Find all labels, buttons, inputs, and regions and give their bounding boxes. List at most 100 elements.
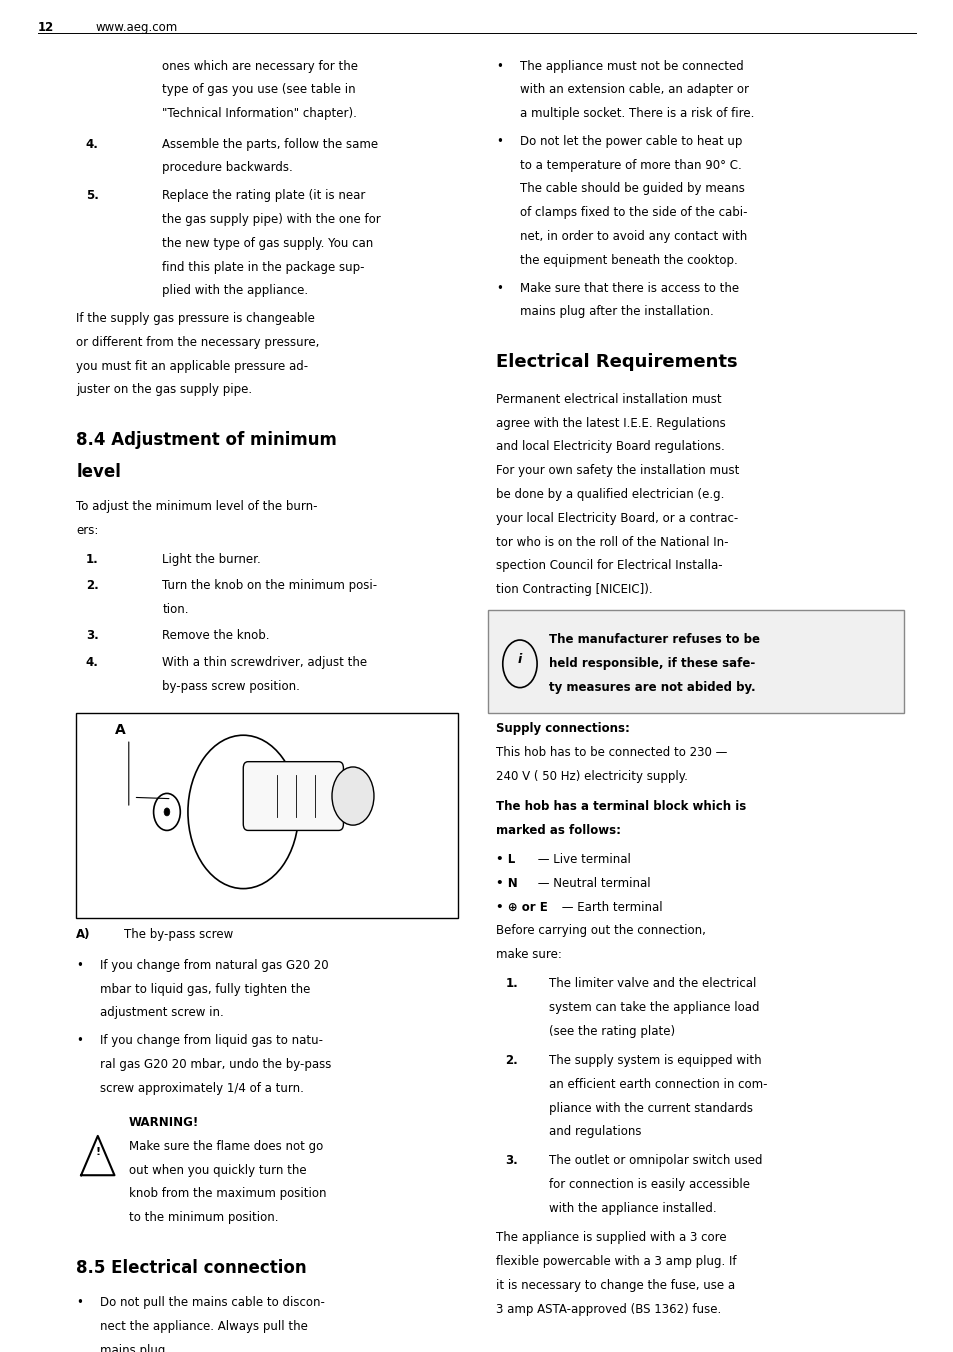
Text: •: • <box>496 281 502 295</box>
Text: or different from the necessary pressure,: or different from the necessary pressure… <box>76 335 319 349</box>
Text: 2.: 2. <box>505 1055 517 1067</box>
Text: the new type of gas supply. You can: the new type of gas supply. You can <box>162 237 373 250</box>
Text: •: • <box>76 959 83 972</box>
Text: be done by a qualified electrician (e.g.: be done by a qualified electrician (e.g. <box>496 488 723 502</box>
Text: Supply connections:: Supply connections: <box>496 722 629 735</box>
Text: you must fit an applicable pressure ad-: you must fit an applicable pressure ad- <box>76 360 308 373</box>
Text: •: • <box>76 1034 83 1046</box>
Text: to a temperature of more than 90° C.: to a temperature of more than 90° C. <box>519 158 740 172</box>
Text: 8.4 Adjustment of minimum: 8.4 Adjustment of minimum <box>76 431 336 449</box>
Text: Make sure that there is access to the: Make sure that there is access to the <box>519 281 739 295</box>
Text: level: level <box>76 462 121 481</box>
Text: out when you quickly turn the: out when you quickly turn the <box>129 1164 306 1176</box>
FancyBboxPatch shape <box>488 610 903 713</box>
Text: For your own safety the installation must: For your own safety the installation mus… <box>496 464 739 477</box>
Text: flexible powercable with a 3 amp plug. If: flexible powercable with a 3 amp plug. I… <box>496 1255 736 1268</box>
FancyBboxPatch shape <box>243 761 343 830</box>
Text: 240 V ( 50 Hz) electricity supply.: 240 V ( 50 Hz) electricity supply. <box>496 769 687 783</box>
Text: 3.: 3. <box>86 630 98 642</box>
Text: www.aeg.com: www.aeg.com <box>95 22 177 34</box>
Text: • ⊕ or E: • ⊕ or E <box>496 900 547 914</box>
Text: 2.: 2. <box>86 579 98 592</box>
Text: Do not pull the mains cable to discon-: Do not pull the mains cable to discon- <box>100 1297 325 1309</box>
Text: If you change from natural gas G20 20: If you change from natural gas G20 20 <box>100 959 329 972</box>
Text: an efficient earth connection in com-: an efficient earth connection in com- <box>548 1078 766 1091</box>
Text: Do not let the power cable to heat up: Do not let the power cable to heat up <box>519 135 741 147</box>
Text: This hob has to be connected to 230 —: This hob has to be connected to 230 — <box>496 746 727 758</box>
Text: "Technical Information" chapter).: "Technical Information" chapter). <box>162 107 356 120</box>
Text: To adjust the minimum level of the burn-: To adjust the minimum level of the burn- <box>76 500 317 512</box>
Text: ral gas G20 20 mbar, undo the by-pass: ral gas G20 20 mbar, undo the by-pass <box>100 1057 332 1071</box>
Text: i: i <box>517 653 521 667</box>
Text: •: • <box>496 135 502 147</box>
Text: agree with the latest I.E.E. Regulations: agree with the latest I.E.E. Regulations <box>496 416 725 430</box>
Text: mains plug after the installation.: mains plug after the installation. <box>519 306 713 319</box>
Text: net, in order to avoid any contact with: net, in order to avoid any contact with <box>519 230 746 243</box>
Text: The appliance is supplied with a 3 core: The appliance is supplied with a 3 core <box>496 1232 726 1244</box>
Circle shape <box>164 808 170 815</box>
Text: •: • <box>76 1297 83 1309</box>
Text: 3 amp ASTA-approved (BS 1362) fuse.: 3 amp ASTA-approved (BS 1362) fuse. <box>496 1302 720 1315</box>
Text: Make sure the flame does not go: Make sure the flame does not go <box>129 1140 323 1153</box>
Text: for connection is easily accessible: for connection is easily accessible <box>548 1178 749 1191</box>
Text: — Earth terminal: — Earth terminal <box>558 900 662 914</box>
Text: ers:: ers: <box>76 523 98 537</box>
Text: Light the burner.: Light the burner. <box>162 553 261 565</box>
Text: of clamps fixed to the side of the cabi-: of clamps fixed to the side of the cabi- <box>519 207 746 219</box>
Text: 1.: 1. <box>505 977 517 990</box>
FancyBboxPatch shape <box>76 713 457 918</box>
Text: The manufacturer refuses to be: The manufacturer refuses to be <box>548 633 759 646</box>
Text: tor who is on the roll of the National In-: tor who is on the roll of the National I… <box>496 535 728 549</box>
Text: find this plate in the package sup-: find this plate in the package sup- <box>162 261 364 273</box>
Text: The outlet or omnipolar switch used: The outlet or omnipolar switch used <box>548 1155 761 1167</box>
Text: tion Contracting [NICEIC]).: tion Contracting [NICEIC]). <box>496 583 652 596</box>
Text: 3.: 3. <box>505 1155 517 1167</box>
Text: nect the appliance. Always pull the: nect the appliance. Always pull the <box>100 1320 308 1333</box>
Text: ty measures are not abided by.: ty measures are not abided by. <box>548 681 755 694</box>
Text: marked as follows:: marked as follows: <box>496 823 620 837</box>
Text: and regulations: and regulations <box>548 1125 640 1138</box>
Text: with an extension cable, an adapter or: with an extension cable, an adapter or <box>519 84 748 96</box>
Text: Replace the rating plate (it is near: Replace the rating plate (it is near <box>162 189 365 201</box>
Text: • L: • L <box>496 853 515 865</box>
Text: and local Electricity Board regulations.: and local Electricity Board regulations. <box>496 441 724 453</box>
Text: juster on the gas supply pipe.: juster on the gas supply pipe. <box>76 384 253 396</box>
Text: mbar to liquid gas, fully tighten the: mbar to liquid gas, fully tighten the <box>100 983 311 995</box>
Text: The appliance must not be connected: The appliance must not be connected <box>519 59 743 73</box>
Text: a multiple socket. There is a risk of fire.: a multiple socket. There is a risk of fi… <box>519 107 754 120</box>
Text: Before carrying out the connection,: Before carrying out the connection, <box>496 925 705 937</box>
Text: by-pass screw position.: by-pass screw position. <box>162 680 300 692</box>
Text: The cable should be guided by means: The cable should be guided by means <box>519 183 744 196</box>
Text: system can take the appliance load: system can take the appliance load <box>548 1000 759 1014</box>
Text: Assemble the parts, follow the same: Assemble the parts, follow the same <box>162 138 378 150</box>
Text: WARNING!: WARNING! <box>129 1115 199 1129</box>
Text: Remove the knob.: Remove the knob. <box>162 630 270 642</box>
Text: If the supply gas pressure is changeable: If the supply gas pressure is changeable <box>76 312 314 324</box>
Text: mains plug.: mains plug. <box>100 1344 169 1352</box>
Text: the equipment beneath the cooktop.: the equipment beneath the cooktop. <box>519 254 737 266</box>
Text: make sure:: make sure: <box>496 948 561 961</box>
Text: 1.: 1. <box>86 553 98 565</box>
Text: procedure backwards.: procedure backwards. <box>162 161 293 174</box>
Text: 4.: 4. <box>86 138 98 150</box>
FancyBboxPatch shape <box>76 1115 457 1241</box>
Text: 4.: 4. <box>86 656 98 669</box>
Text: spection Council for Electrical Installa-: spection Council for Electrical Installa… <box>496 560 722 572</box>
Text: to the minimum position.: to the minimum position. <box>129 1211 278 1225</box>
Text: plied with the appliance.: plied with the appliance. <box>162 284 308 297</box>
Text: 12: 12 <box>38 22 54 34</box>
Text: The supply system is equipped with: The supply system is equipped with <box>548 1055 760 1067</box>
Text: held responsible, if these safe-: held responsible, if these safe- <box>548 657 754 671</box>
Text: the gas supply pipe) with the one for: the gas supply pipe) with the one for <box>162 212 380 226</box>
Text: adjustment screw in.: adjustment screw in. <box>100 1006 224 1019</box>
Text: 5.: 5. <box>86 189 98 201</box>
Text: Electrical Requirements: Electrical Requirements <box>496 353 737 370</box>
Text: A: A <box>114 723 125 737</box>
Text: it is necessary to change the fuse, use a: it is necessary to change the fuse, use … <box>496 1279 735 1291</box>
Text: If you change from liquid gas to natu-: If you change from liquid gas to natu- <box>100 1034 323 1046</box>
Text: knob from the maximum position: knob from the maximum position <box>129 1187 326 1201</box>
Text: your local Electricity Board, or a contrac-: your local Electricity Board, or a contr… <box>496 512 738 525</box>
Text: pliance with the current standards: pliance with the current standards <box>548 1102 752 1114</box>
Text: — Live terminal: — Live terminal <box>534 853 631 865</box>
Text: The hob has a terminal block which is: The hob has a terminal block which is <box>496 800 745 813</box>
